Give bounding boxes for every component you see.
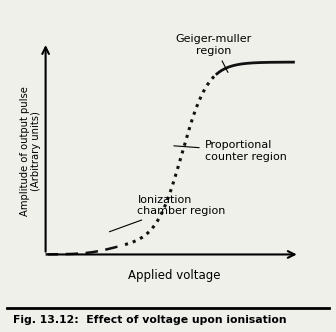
Text: Amplitude of output pulse
(Arbitrary units): Amplitude of output pulse (Arbitrary uni… [19, 86, 41, 216]
Text: Fig. 13.12:  Effect of voltage upon ionisation: Fig. 13.12: Effect of voltage upon ionis… [13, 315, 287, 325]
Text: Geiger-muller
region: Geiger-muller region [176, 34, 252, 72]
Text: Applied voltage: Applied voltage [128, 269, 220, 282]
Text: Ionization
chamber region: Ionization chamber region [110, 195, 226, 232]
Text: Proportional
counter region: Proportional counter region [174, 140, 287, 162]
